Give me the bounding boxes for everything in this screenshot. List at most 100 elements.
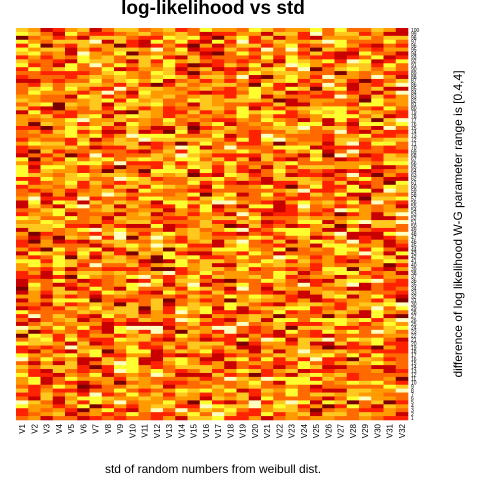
heatmap-cell (236, 114, 250, 119)
y-tick-label: 56 (411, 200, 417, 206)
heatmap-cell (89, 192, 103, 197)
heatmap-cell (28, 196, 41, 201)
heatmap-cell (224, 353, 237, 358)
heatmap-cell (395, 325, 409, 331)
y-tick-label: 5 (411, 400, 414, 406)
heatmap-cell (101, 298, 115, 303)
y-tick-label: 72 (411, 138, 417, 144)
heatmap-cell (334, 341, 348, 346)
heatmap-cell (187, 180, 201, 186)
heatmap-cell (40, 114, 54, 119)
x-tick-label: V12 (153, 423, 162, 438)
heatmap-cell (199, 361, 213, 366)
heatmap-cell (77, 114, 90, 119)
heatmap-cell (236, 200, 250, 205)
heatmap-cell (65, 161, 78, 166)
heatmap-cell (89, 294, 103, 299)
heatmap-cell (163, 133, 176, 139)
heatmap-cell (310, 90, 323, 95)
heatmap-cell (77, 94, 90, 99)
heatmap-cell (138, 51, 152, 56)
heatmap-cell (40, 235, 54, 240)
heatmap-cell (371, 82, 384, 88)
heatmap-cell (16, 196, 29, 201)
heatmap-cell (175, 114, 188, 119)
heatmap-cell (273, 63, 286, 68)
heatmap-cell (224, 372, 237, 378)
heatmap-cell (77, 412, 90, 417)
heatmap-cell (395, 271, 409, 276)
heatmap-cell (212, 376, 225, 382)
heatmap-cell (371, 380, 384, 386)
heatmap-cell (248, 133, 262, 139)
x-tick-label: V9 (116, 423, 125, 433)
x-tick-label: V24 (300, 423, 309, 438)
heatmap-cell (395, 102, 409, 107)
heatmap-cell (224, 51, 237, 56)
heatmap-cell (187, 416, 201, 421)
heatmap-cell (346, 380, 360, 386)
heatmap-cell (371, 51, 384, 56)
heatmap-cell (236, 133, 250, 139)
heatmap-cell (199, 180, 213, 186)
heatmap-cell (212, 271, 225, 276)
heatmap-cell (77, 290, 90, 295)
heatmap-cell (199, 251, 213, 256)
heatmap-cell (334, 192, 348, 197)
heatmap-cell (40, 333, 54, 338)
heatmap-cell (297, 325, 311, 331)
heatmap-cell (261, 310, 274, 315)
heatmap-cell (101, 137, 115, 142)
heatmap-cell (101, 31, 115, 37)
heatmap-cell (346, 90, 360, 95)
heatmap-cell (52, 310, 66, 315)
heatmap-cell (297, 122, 311, 127)
heatmap-cell (101, 255, 115, 260)
heatmap-cell (322, 220, 335, 225)
heatmap-cell (359, 141, 372, 146)
heatmap-cell (65, 129, 78, 135)
heatmap-cell (273, 345, 286, 350)
heatmap-cell (261, 231, 274, 237)
heatmap-cell (138, 290, 152, 295)
heatmap-cell (285, 126, 299, 131)
heatmap-cell (150, 282, 164, 288)
heatmap-cell (89, 318, 103, 323)
heatmap-cell (101, 106, 115, 111)
y-tick-label: 11 (411, 377, 416, 383)
y-tick-label: 28 (411, 310, 417, 316)
heatmap-cell (261, 184, 274, 190)
heatmap-cell (89, 106, 103, 111)
heatmap-cell (285, 231, 299, 237)
heatmap-cell (285, 263, 299, 268)
heatmap-cell (310, 282, 323, 288)
heatmap-cell (150, 55, 164, 60)
heatmap-cell (248, 329, 262, 335)
heatmap-cell (359, 286, 372, 291)
heatmap-cell (138, 322, 152, 327)
heatmap-cell (89, 208, 103, 213)
heatmap-cell (224, 345, 237, 350)
heatmap-cell (310, 353, 323, 358)
heatmap-cell (40, 63, 54, 68)
heatmap-cell (77, 408, 90, 413)
heatmap-cell (285, 227, 299, 233)
heatmap-cell (187, 318, 201, 323)
heatmap-cell (261, 188, 274, 193)
heatmap-cell (126, 412, 139, 417)
heatmap-cell (261, 318, 274, 323)
heatmap-cell (163, 271, 176, 276)
heatmap-cell (163, 90, 176, 95)
heatmap-cell (383, 133, 397, 139)
heatmap-cell (285, 416, 299, 421)
heatmap-cell (65, 337, 78, 342)
y-tick-label: 8 (411, 388, 414, 394)
heatmap-cell (126, 341, 139, 346)
heatmap-cell (285, 271, 299, 276)
heatmap-cell (359, 208, 372, 213)
heatmap-cell (187, 329, 201, 335)
heatmap-cell (150, 90, 164, 95)
heatmap-cell (212, 75, 225, 80)
heatmap-cell (52, 286, 66, 291)
y-tick-label: 12 (411, 373, 417, 379)
